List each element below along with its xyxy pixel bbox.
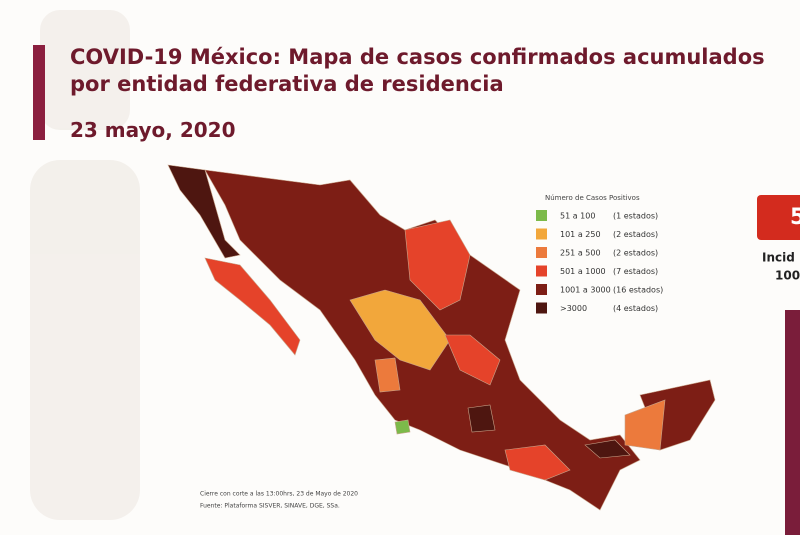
legend-range: 1001 a 3000 (560, 286, 611, 295)
legend-range: >3000 (560, 304, 587, 313)
legend-count: (1 estados) (613, 212, 658, 221)
side-box (757, 195, 800, 240)
side-line: Incid (762, 251, 795, 265)
legend-swatch (536, 228, 547, 240)
background-pattern (30, 10, 140, 520)
side-line: 100 (775, 269, 800, 283)
legend-swatch (536, 210, 547, 221)
side-number: 5 (790, 205, 800, 230)
legend-range: 101 a 250 (560, 230, 601, 239)
footnote: Cierre con corte a las 13:00hrs, 23 de M… (200, 491, 358, 498)
legend-range: 501 a 1000 (560, 267, 606, 276)
date: 23 mayo, 2020 (70, 118, 236, 142)
legend-swatch (536, 265, 547, 277)
mexico-map (167, 164, 716, 511)
legend-swatch (536, 247, 547, 258)
legend-range: 51 a 100 (560, 212, 595, 221)
legend-count: (16 estados) (613, 286, 663, 295)
side-strip (785, 310, 800, 535)
legend-swatch (536, 302, 547, 314)
legend-count: (4 estados) (613, 304, 658, 313)
legend-swatch (536, 284, 547, 295)
legend-count: (2 estados) (613, 249, 658, 258)
legend-range: 251 a 500 (560, 249, 601, 258)
legend: Número de Casos Positivos 51 a 100 (1 est… (536, 194, 663, 314)
legend-count: (2 estados) (613, 230, 658, 239)
legend-title: Número de Casos Positivos (545, 194, 640, 202)
legend-count: (7 estados) (613, 267, 658, 276)
title-line: COVID-19 México: Mapa de casos confirmad… (70, 45, 765, 69)
title-line: por entidad federativa de residencia (70, 72, 504, 96)
footnote: Fuente: Plataforma SISVER, SINAVE, DGE, … (200, 503, 340, 510)
title-bar (33, 45, 45, 140)
